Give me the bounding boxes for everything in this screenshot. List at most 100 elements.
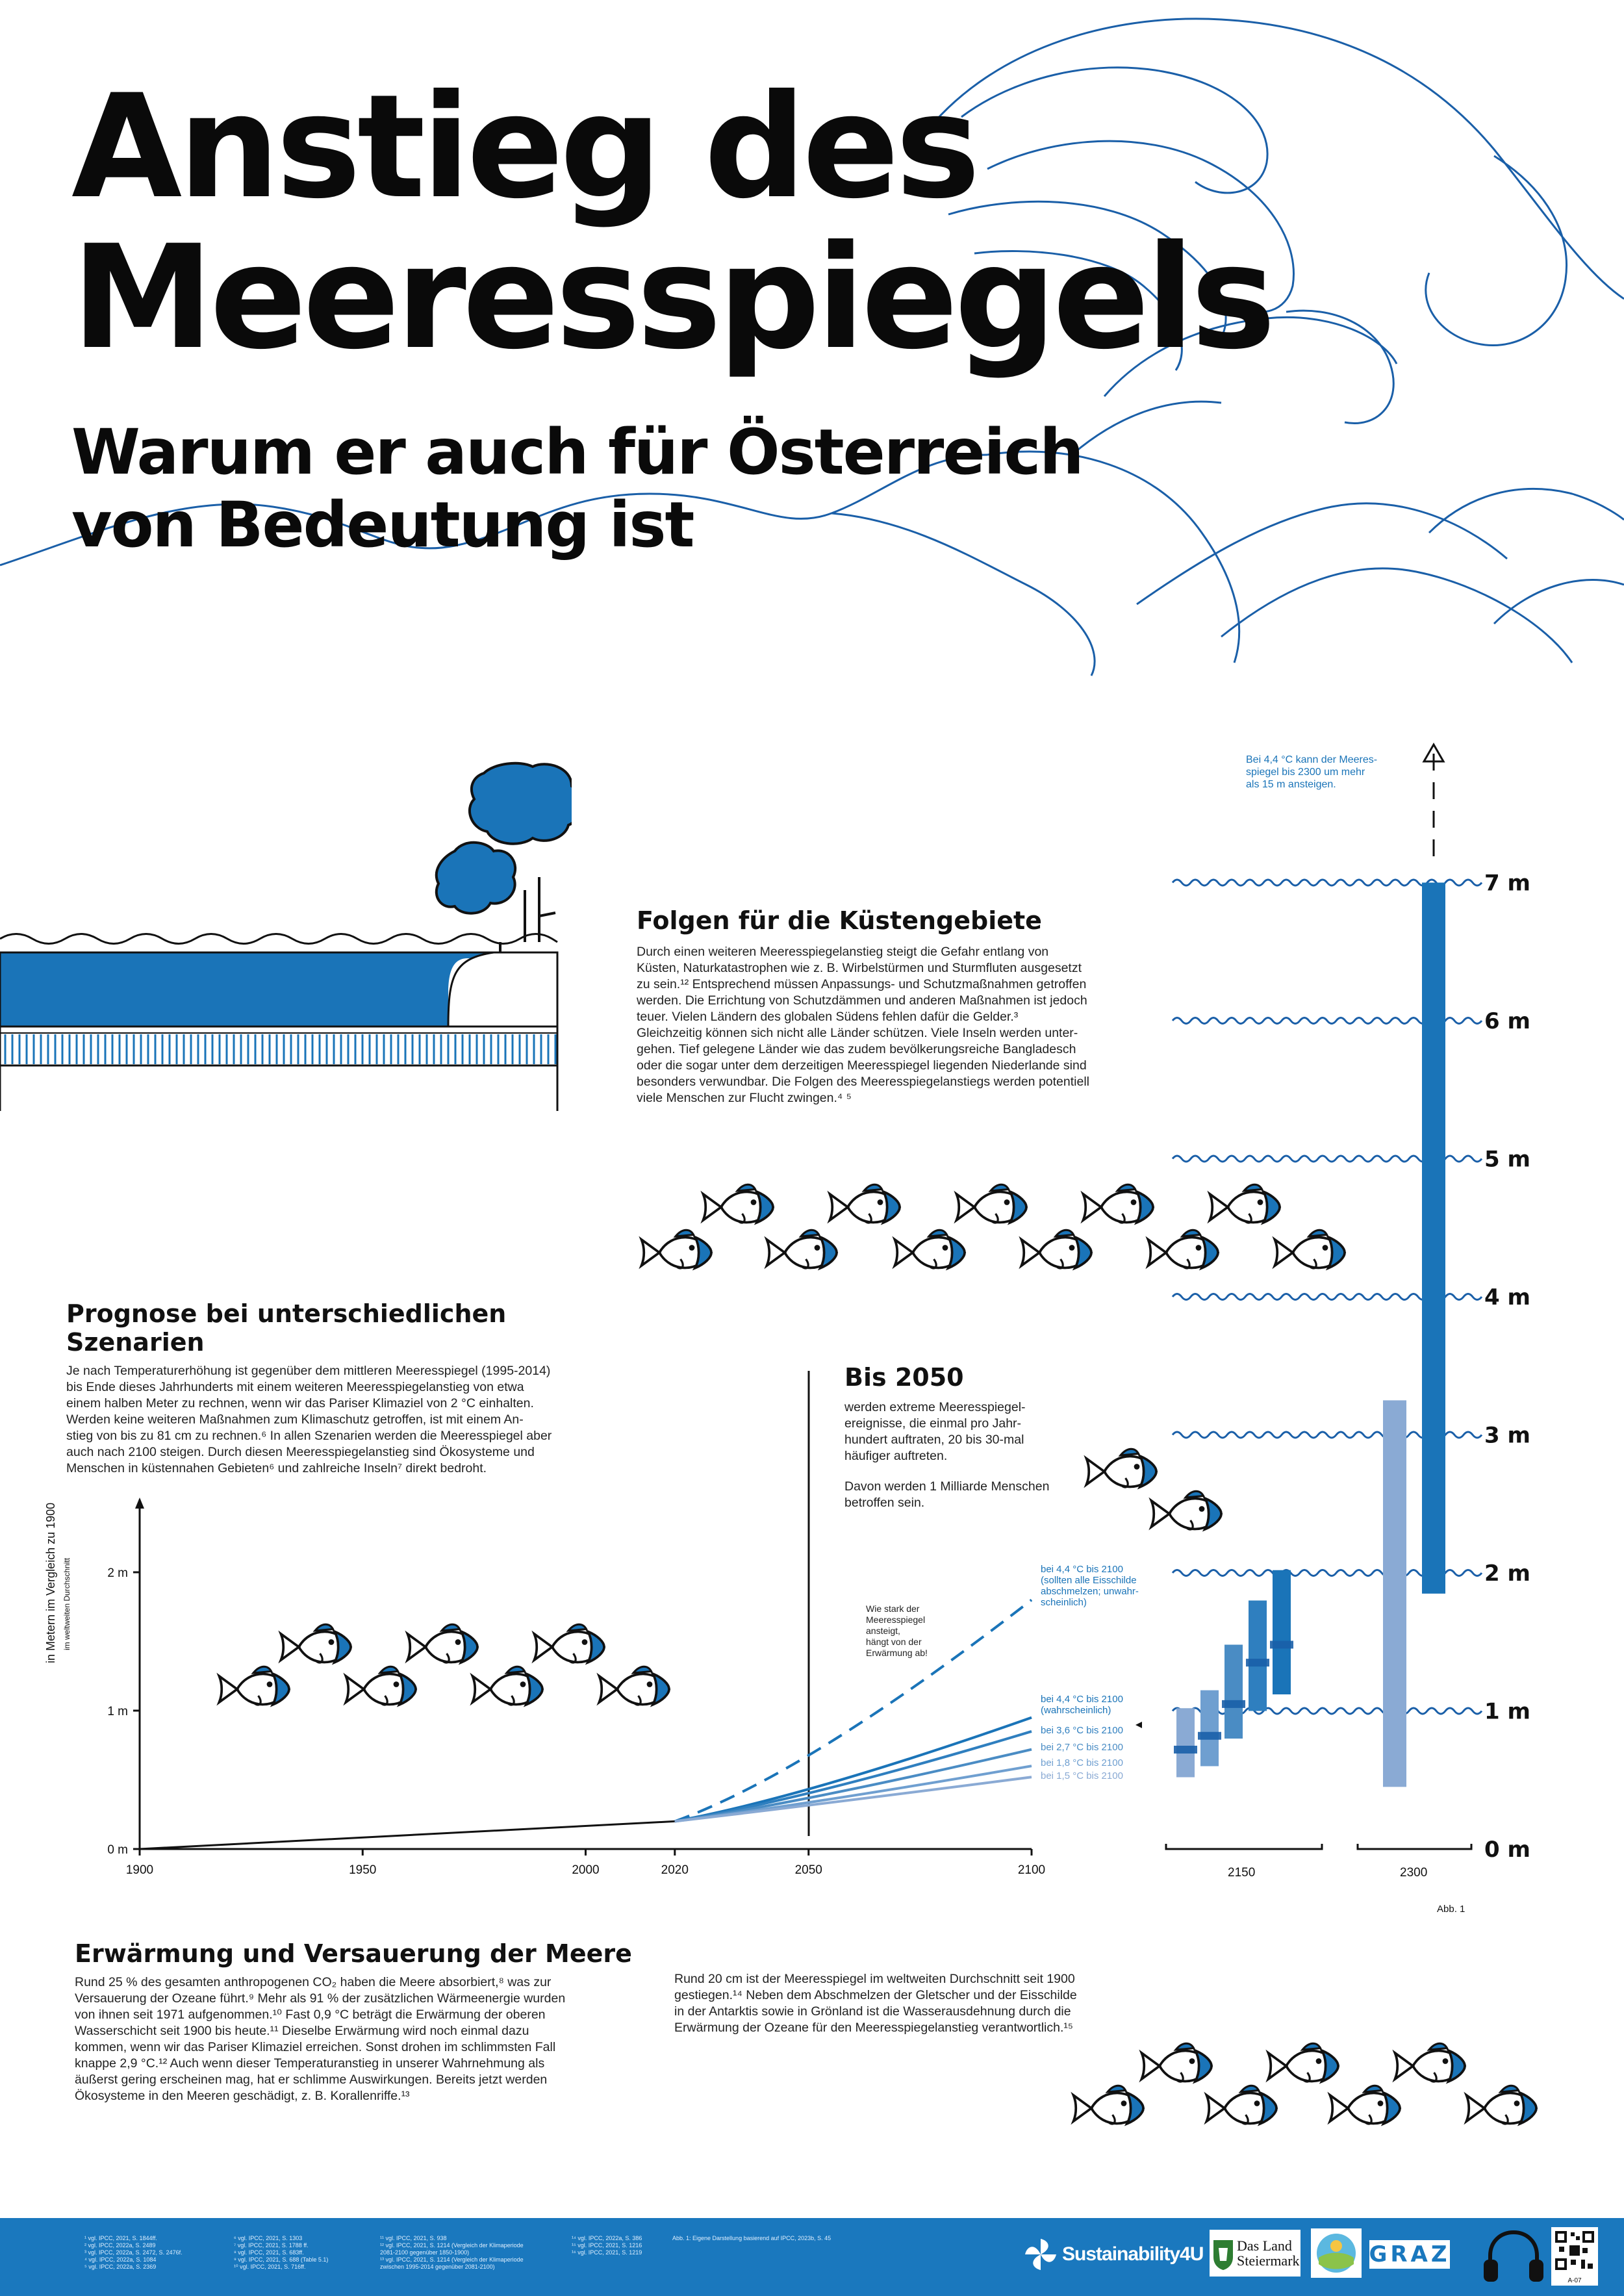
fish-illustrations bbox=[216, 1183, 1538, 2126]
label-2150: 2150 bbox=[1228, 1866, 1256, 1880]
fish-icon bbox=[596, 1665, 671, 1707]
y-tick-label: 1 m bbox=[107, 1705, 128, 1718]
scenarios-text: Je nach Temperaturerhöhung ist gegenüber… bbox=[66, 1364, 552, 1475]
logo-steiermark: Das Land Steiermark bbox=[1210, 2230, 1300, 2277]
x-tick-label: 1950 bbox=[349, 1863, 376, 1877]
level-wave bbox=[1171, 1707, 1483, 1715]
footnotes-4: ¹⁴ vgl. IPCC, 2022a, S. 386 ¹⁵ vgl. IPCC,… bbox=[572, 2235, 642, 2256]
coastal-text: Durch einen weiteren Meeresspiegelanstie… bbox=[637, 945, 1090, 1105]
y-tick-label: 0 m bbox=[107, 1843, 128, 1857]
y-tick-label: 2 m bbox=[107, 1566, 128, 1580]
range-bar-2150 bbox=[1249, 1600, 1267, 1711]
range-median-2150 bbox=[1198, 1731, 1221, 1740]
scenarios-heading: Prognose bei unterschiedlichen Szenarien bbox=[66, 1299, 507, 1357]
bracket-2150 bbox=[1165, 1844, 1323, 1850]
series-label: abschmelzen; unwahr- bbox=[1041, 1586, 1139, 1597]
fish-icon bbox=[954, 1183, 1028, 1225]
range-bar-2150 bbox=[1200, 1690, 1219, 1767]
fish-icon bbox=[1080, 1183, 1155, 1225]
series-label: bei 1,5 °C bis 2100 bbox=[1041, 1770, 1123, 1781]
qr-code-icon bbox=[1554, 2230, 1595, 2271]
fish-icon bbox=[470, 1665, 544, 1707]
level-label: 6 m bbox=[1484, 1008, 1530, 1034]
fish-icon bbox=[1392, 2042, 1467, 2084]
warming-section: Erwärmung und Versauerung der Meere Rund… bbox=[75, 1939, 633, 2104]
fish-icon bbox=[827, 1183, 902, 1225]
series-line bbox=[674, 1599, 1033, 1823]
qr-code[interactable]: A-07 bbox=[1551, 2227, 1598, 2286]
up-arrow-icon bbox=[1422, 742, 1445, 763]
level-label: 0 m bbox=[1484, 1837, 1530, 1863]
fish-icon bbox=[1145, 1229, 1220, 1271]
fish-icon bbox=[892, 1229, 967, 1271]
level-wave bbox=[1171, 878, 1483, 887]
fish-icon bbox=[343, 1665, 418, 1707]
footnotes-3: ¹¹ vgl. IPCC, 2021, S. 938 ¹² vgl. IPCC, … bbox=[380, 2235, 524, 2270]
level-label: 3 m bbox=[1484, 1423, 1530, 1449]
scenarios-section: Prognose bei unterschiedlichen Szenarien… bbox=[66, 1299, 612, 1477]
fish-icon bbox=[1265, 2042, 1340, 2084]
wave-illustration bbox=[0, 18, 1624, 676]
range-median-2150 bbox=[1246, 1659, 1269, 1667]
page-subtitle: Warum er auch für Österreich von Bedeutu… bbox=[71, 416, 1084, 561]
level-label: 2 m bbox=[1484, 1561, 1530, 1587]
range-median-2150 bbox=[1270, 1640, 1293, 1649]
level-label: 4 m bbox=[1484, 1284, 1530, 1310]
logo-sustainability4u: Sustainability4U bbox=[1023, 2235, 1204, 2274]
series-label: bei 1,8 °C bis 2100 bbox=[1041, 1757, 1123, 1768]
fish-icon bbox=[764, 1229, 839, 1271]
fish-icon bbox=[1148, 1490, 1223, 1532]
pointer-arrow bbox=[1136, 1722, 1142, 1728]
level-label: 1 m bbox=[1484, 1699, 1530, 1725]
label-2300: 2300 bbox=[1400, 1866, 1428, 1880]
tree-crown-large bbox=[468, 761, 572, 845]
coat-of-arms-icon bbox=[1213, 2240, 1233, 2270]
sea-level-chart: 0 m 1 m 2 m 1900 1950 2000 2020 2050 2100 bei 4… bbox=[107, 742, 1530, 1877]
x-tick-label: 2000 bbox=[572, 1863, 599, 1877]
logo-partner bbox=[1311, 2228, 1362, 2278]
fish-icon bbox=[531, 1623, 606, 1665]
fish-icon bbox=[1464, 2084, 1538, 2126]
fish-icon bbox=[216, 1665, 291, 1707]
series-label: bei 4,4 °C bis 2100 bbox=[1041, 1694, 1123, 1705]
series-label: scheinlich) bbox=[1041, 1597, 1087, 1608]
logo-graz: GRAZ bbox=[1369, 2240, 1451, 2269]
fish-icon bbox=[639, 1229, 713, 1271]
fish-icon bbox=[1071, 2084, 1145, 2126]
footnotes-2: ⁶ vgl. IPCC, 2021, S. 1303 ⁷ vgl. IPCC, 2… bbox=[234, 2235, 329, 2270]
footnote-figure: Abb. 1: Eigene Darstellung basierend auf… bbox=[672, 2235, 831, 2241]
level-label: 5 m bbox=[1484, 1147, 1530, 1173]
range-bar-2150 bbox=[1273, 1570, 1291, 1694]
range-bar-2150 bbox=[1176, 1708, 1195, 1778]
fish-icon bbox=[405, 1623, 479, 1665]
range-bar-2300 bbox=[1422, 882, 1445, 1594]
tree-crown-small bbox=[435, 841, 517, 915]
headphones-icon[interactable] bbox=[1481, 2228, 1546, 2283]
series-label: bei 4,4 °C bis 2100 bbox=[1041, 1564, 1123, 1575]
coastal-section: Folgen für die Küstengebiete Durch einen… bbox=[637, 906, 1130, 1106]
series-label: bei 3,6 °C bis 2100 bbox=[1041, 1725, 1123, 1736]
pinwheel-icon bbox=[1025, 2239, 1056, 2270]
range-bar-2300 bbox=[1383, 1400, 1406, 1787]
historical-line bbox=[139, 1820, 675, 1850]
coast-illustration bbox=[0, 761, 572, 1111]
fish-icon bbox=[1019, 1229, 1093, 1271]
bis2050-section: Bis 2050 werden extreme Meeresspiegel- e… bbox=[844, 1363, 1117, 1511]
partner-emblem-icon bbox=[1317, 2234, 1356, 2273]
footnotes-1: ¹ vgl. IPCC, 2021, S. 1844ff. ² vgl. IPCC… bbox=[84, 2235, 183, 2270]
bracket-2300 bbox=[1356, 1844, 1473, 1850]
chart-annotation: Wie stark der Meeresspiegel ansteigt, hä… bbox=[866, 1603, 928, 1658]
figure-caption: Abb. 1 bbox=[1437, 1904, 1465, 1915]
range-median-2150 bbox=[1174, 1746, 1197, 1754]
range-median-2150 bbox=[1222, 1700, 1245, 1708]
fish-icon bbox=[1084, 1448, 1158, 1490]
series-label: bei 2,7 °C bis 2100 bbox=[1041, 1742, 1123, 1753]
bis2050-heading: Bis 2050 bbox=[844, 1363, 964, 1392]
warming-heading: Erwärmung und Versauerung der Meere bbox=[75, 1939, 632, 1968]
series-line bbox=[674, 1776, 1032, 1823]
fish-icon bbox=[1139, 2042, 1213, 2084]
fish-icon bbox=[1207, 1183, 1282, 1225]
fish-icon bbox=[1272, 1229, 1347, 1271]
level-label: 7 m bbox=[1484, 871, 1530, 897]
x-tick-label: 1900 bbox=[126, 1863, 153, 1877]
